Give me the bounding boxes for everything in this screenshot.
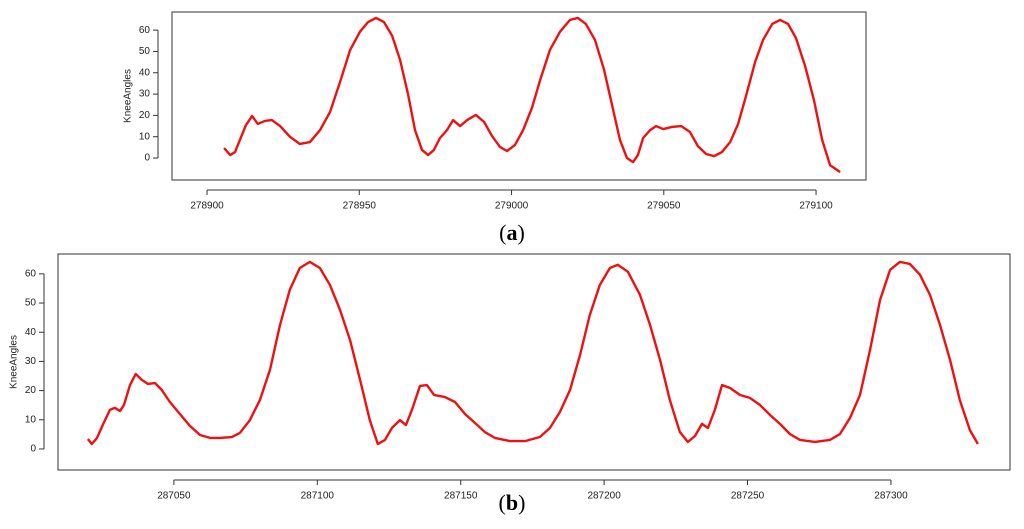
y-tick-label: 10 bbox=[25, 414, 37, 425]
y-tick-label: 30 bbox=[139, 89, 151, 100]
chart-panel: 0 10 20 30 40 50 60 287050 287100 287150 287200 287… bbox=[9, 253, 1011, 515]
plot-frame bbox=[171, 11, 867, 181]
x-tick-label: 279100 bbox=[799, 201, 833, 212]
chart-panel: 0 10 20 30 40 50 60 278900 278950 279000 279050 279… bbox=[123, 11, 867, 245]
x-tick-label: 287050 bbox=[157, 491, 191, 502]
y-tick-label: 50 bbox=[139, 46, 151, 57]
y-tick-label: 20 bbox=[139, 110, 151, 121]
y-tick-label: 20 bbox=[25, 385, 37, 396]
y-tick-label: 60 bbox=[25, 268, 37, 279]
x-tick-label: 287200 bbox=[587, 491, 621, 502]
y-axis-title: KneeAngles bbox=[9, 335, 20, 389]
x-tick-label: 278900 bbox=[190, 201, 224, 212]
x-tick-label: 279000 bbox=[495, 201, 529, 212]
y-axis-title: KneeAngles bbox=[123, 69, 134, 123]
data-line bbox=[223, 16, 841, 174]
x-tick-label: 287300 bbox=[874, 491, 908, 502]
x-tick-label: 287250 bbox=[731, 491, 765, 502]
x-tick-label: 287150 bbox=[444, 491, 478, 502]
y-tick-label: 60 bbox=[139, 25, 151, 36]
y-tick-label: 0 bbox=[144, 153, 150, 164]
y-tick-label: 30 bbox=[25, 356, 37, 367]
caption: (a) bbox=[499, 220, 525, 245]
caption-letter: b bbox=[506, 490, 518, 515]
x-tick-label: 279050 bbox=[647, 201, 681, 212]
x-tick-label: 287100 bbox=[301, 491, 335, 502]
caption-letter: a bbox=[507, 220, 518, 245]
y-tick-label: 0 bbox=[30, 444, 36, 455]
y-tick-label: 40 bbox=[139, 67, 151, 78]
y-tick-label: 50 bbox=[25, 298, 37, 309]
plot-frame bbox=[57, 253, 1011, 471]
y-tick-label: 40 bbox=[25, 327, 37, 338]
y-tick-label: 10 bbox=[139, 131, 151, 142]
x-tick-label: 278950 bbox=[343, 201, 377, 212]
caption: (b) bbox=[499, 490, 526, 515]
data-line bbox=[86, 260, 979, 446]
